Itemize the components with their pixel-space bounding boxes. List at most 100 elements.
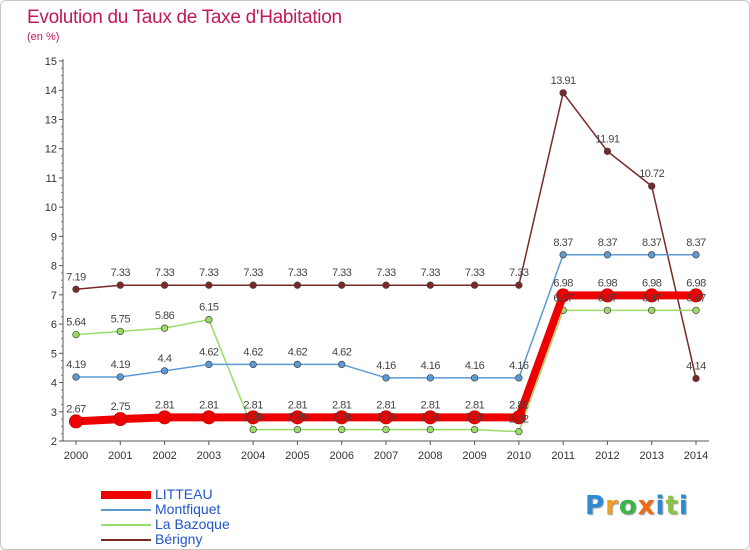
data-point xyxy=(692,374,700,383)
data-label: 2.81 xyxy=(509,399,529,411)
data-label: 7.33 xyxy=(155,267,175,279)
data-point xyxy=(249,360,257,369)
data-label: 2.32 xyxy=(509,414,529,426)
data-point xyxy=(559,251,567,259)
x-tick-label: 2007 xyxy=(374,450,398,462)
data-label: 4.16 xyxy=(509,360,529,372)
data-point xyxy=(290,410,305,425)
data-label: 2.39 xyxy=(332,412,352,424)
data-point xyxy=(338,425,346,434)
data-point xyxy=(293,425,302,434)
proxiti-logo: Proxiti xyxy=(585,491,689,521)
data-point xyxy=(603,251,612,259)
legend-label: La Bazoque xyxy=(155,516,230,532)
data-point xyxy=(293,281,302,289)
data-label: 6.47 xyxy=(642,292,662,304)
data-point xyxy=(470,374,479,382)
data-point xyxy=(692,251,700,259)
data-point xyxy=(160,324,169,332)
data-label: 6.98 xyxy=(642,277,662,289)
data-point xyxy=(470,281,479,289)
data-label: 2.81 xyxy=(421,399,441,411)
y-tick-label: 7 xyxy=(51,290,57,302)
x-tick-label: 2000 xyxy=(64,450,88,462)
series-1 xyxy=(72,251,700,382)
data-label: 2.39 xyxy=(288,412,308,424)
data-label: 6.47 xyxy=(553,292,573,304)
data-point xyxy=(603,306,612,314)
data-point xyxy=(515,427,523,436)
data-label: 8.37 xyxy=(642,237,662,249)
data-point xyxy=(160,367,169,375)
data-label: 4.16 xyxy=(421,360,441,372)
data-point xyxy=(648,306,656,314)
data-label: 2.81 xyxy=(376,399,396,411)
legend-item: La Bazoque xyxy=(101,517,230,532)
data-label: 10.72 xyxy=(639,168,664,180)
data-label: 7.33 xyxy=(199,267,219,279)
data-point xyxy=(201,410,216,425)
data-label: 7.33 xyxy=(243,267,263,279)
data-point xyxy=(246,410,261,425)
data-point xyxy=(249,281,257,289)
data-point xyxy=(116,327,124,336)
data-label: 6.47 xyxy=(598,292,618,304)
logo-letter: x xyxy=(637,491,656,521)
data-label: 7.33 xyxy=(509,267,529,279)
data-label: 2.81 xyxy=(155,399,175,411)
data-label: 2.81 xyxy=(465,399,485,411)
data-label: 7.33 xyxy=(288,267,308,279)
data-label: 6.98 xyxy=(686,277,706,289)
legend-item: LITTEAU xyxy=(101,487,230,502)
x-tick-label: 2009 xyxy=(462,450,486,462)
data-point xyxy=(160,281,169,289)
data-label: 2.81 xyxy=(199,399,219,411)
legend-swatch xyxy=(101,523,151,526)
data-point xyxy=(379,410,393,425)
logo-letter: P xyxy=(585,491,606,521)
data-label: 2.39 xyxy=(465,412,485,424)
data-point xyxy=(116,373,124,381)
logo-letter: t xyxy=(665,491,679,521)
data-point xyxy=(470,425,479,434)
data-label: 6.98 xyxy=(553,277,573,289)
x-tick-label: 2004 xyxy=(241,450,265,462)
y-tick-label: 8 xyxy=(51,261,57,273)
data-label: 7.19 xyxy=(66,271,86,283)
y-tick-label: 15 xyxy=(45,56,57,68)
data-point xyxy=(72,373,80,381)
data-point xyxy=(249,425,257,434)
series-3 xyxy=(72,89,700,383)
logo-letter: o xyxy=(618,491,638,521)
data-label: 6.47 xyxy=(686,292,706,304)
data-point xyxy=(113,412,128,427)
y-tick-label: 4 xyxy=(51,378,57,390)
data-label: 7.33 xyxy=(111,267,131,279)
logo-letter: i xyxy=(655,491,666,521)
data-label: 2.39 xyxy=(376,412,396,424)
axes: 2 3 4 5 6 7 8 9 10 11 12 13 14 15 2000 2001 2002 2003 2004… xyxy=(45,56,709,462)
legend-label: Montfiquet xyxy=(155,501,221,517)
data-label: 2.39 xyxy=(421,412,441,424)
x-tick-label: 2005 xyxy=(285,450,309,462)
legend-label: Bérigny xyxy=(155,531,203,547)
data-label: 2.75 xyxy=(111,401,131,413)
y-tick-label: 10 xyxy=(45,202,57,214)
data-point xyxy=(689,288,703,303)
data-point xyxy=(559,89,567,97)
series-layer xyxy=(69,89,703,436)
data-point xyxy=(426,425,434,434)
value-labels: 2.67 2.75 2.81 2.81 2.81 2.81 2.81 2.81 2.81 2.81… xyxy=(66,75,706,426)
data-label: 4.19 xyxy=(111,359,131,371)
y-tick-label: 3 xyxy=(51,407,57,419)
legend-swatch xyxy=(101,490,151,499)
series-2 xyxy=(72,306,700,436)
data-point xyxy=(72,330,80,339)
legend-item: Bérigny xyxy=(101,532,230,547)
data-point xyxy=(69,414,83,429)
data-point xyxy=(338,281,346,289)
data-point xyxy=(72,285,80,293)
x-tick-label: 2001 xyxy=(108,450,132,462)
logo-letter: r xyxy=(605,491,619,521)
